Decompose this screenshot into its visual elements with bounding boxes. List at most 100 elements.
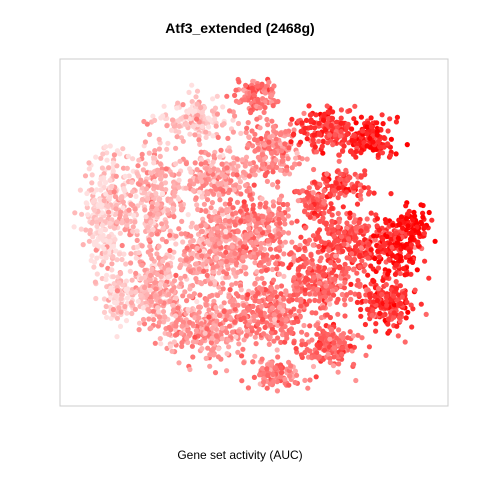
- cell-point: [110, 254, 116, 260]
- cell-point: [103, 191, 109, 197]
- cell-point: [128, 201, 134, 207]
- cell-point: [364, 143, 370, 149]
- cell-point: [284, 335, 290, 341]
- cell-point: [241, 264, 247, 270]
- cell-point: [375, 248, 381, 254]
- cell-point: [231, 160, 237, 166]
- cell-point: [158, 341, 164, 347]
- cell-point: [148, 325, 154, 331]
- cell-point: [224, 313, 230, 319]
- cell-point: [397, 270, 403, 277]
- cell-point: [196, 266, 202, 272]
- cell-point: [259, 356, 265, 362]
- cell-point: [409, 235, 415, 241]
- cell-point: [262, 142, 268, 148]
- cell-point: [86, 160, 92, 166]
- cell-point: [215, 346, 222, 352]
- cell-point: [209, 275, 215, 281]
- cell-point: [117, 212, 123, 218]
- cell-point: [90, 234, 96, 240]
- cell-point: [134, 228, 140, 234]
- cell-point: [108, 291, 114, 297]
- cell-point: [195, 206, 201, 213]
- cell-point: [320, 272, 327, 278]
- cell-point: [385, 271, 391, 277]
- cell-point: [274, 347, 280, 353]
- cell-point: [275, 335, 281, 341]
- cell-point: [130, 156, 136, 162]
- cell-point: [291, 275, 297, 281]
- cell-point: [187, 268, 194, 275]
- cell-point: [87, 227, 93, 233]
- cell-point: [139, 243, 145, 249]
- cell-point: [268, 360, 275, 366]
- cell-point: [338, 107, 344, 113]
- cell-point: [262, 287, 269, 293]
- cell-point: [286, 382, 292, 388]
- cell-point: [128, 290, 134, 296]
- cell-point: [347, 215, 353, 221]
- cell-point: [358, 245, 364, 251]
- cell-point: [151, 178, 158, 185]
- cell-point: [184, 245, 190, 251]
- cell-point: [206, 124, 212, 130]
- cell-point: [339, 345, 345, 351]
- cell-point: [269, 92, 275, 98]
- cell-point: [391, 314, 397, 320]
- cell-point: [397, 283, 403, 289]
- cell-point: [391, 310, 397, 316]
- cell-point: [94, 219, 100, 225]
- cell-point: [299, 188, 305, 194]
- cell-point: [338, 129, 344, 135]
- cell-point: [175, 100, 181, 106]
- cell-point: [185, 307, 191, 313]
- cell-point: [348, 296, 354, 302]
- cell-point: [203, 129, 209, 135]
- cell-point: [347, 175, 353, 181]
- cell-point: [316, 265, 322, 271]
- cell-point: [183, 185, 189, 191]
- cell-point: [320, 139, 326, 145]
- cell-point: [216, 241, 222, 247]
- cell-point: [257, 372, 263, 378]
- cell-point: [95, 202, 101, 208]
- cell-point: [353, 120, 359, 126]
- cell-point: [226, 218, 232, 224]
- cell-point: [176, 171, 182, 177]
- cell-point: [147, 287, 153, 293]
- cell-point: [276, 196, 283, 203]
- cell-point: [183, 161, 189, 167]
- cell-point: [182, 289, 188, 295]
- cell-point: [194, 323, 200, 329]
- cell-point: [252, 280, 258, 286]
- cell-point: [286, 145, 292, 151]
- cell-point: [283, 288, 289, 294]
- cell-point: [393, 279, 399, 285]
- cell-point: [106, 165, 112, 171]
- cell-point: [244, 125, 250, 131]
- cell-point: [353, 154, 359, 160]
- cell-point: [285, 156, 291, 162]
- cell-point: [125, 153, 131, 159]
- cell-point: [232, 319, 238, 325]
- cell-point: [93, 247, 99, 253]
- cell-point: [264, 385, 270, 391]
- cell-point: [340, 335, 346, 341]
- cell-point: [393, 262, 399, 268]
- cell-point: [260, 214, 266, 220]
- cell-point: [342, 261, 348, 267]
- cell-point: [176, 177, 182, 183]
- cell-point: [227, 148, 233, 154]
- cell-point: [194, 245, 200, 251]
- cell-point: [244, 328, 250, 334]
- cell-point: [201, 201, 207, 207]
- cell-point: [395, 292, 401, 298]
- cell-point: [270, 103, 276, 109]
- cell-point: [117, 323, 124, 329]
- cell-point: [184, 298, 190, 304]
- cell-point: [408, 271, 414, 277]
- cell-point: [159, 169, 165, 175]
- cell-point: [123, 286, 129, 293]
- cell-point: [392, 271, 398, 277]
- cell-point: [254, 137, 260, 143]
